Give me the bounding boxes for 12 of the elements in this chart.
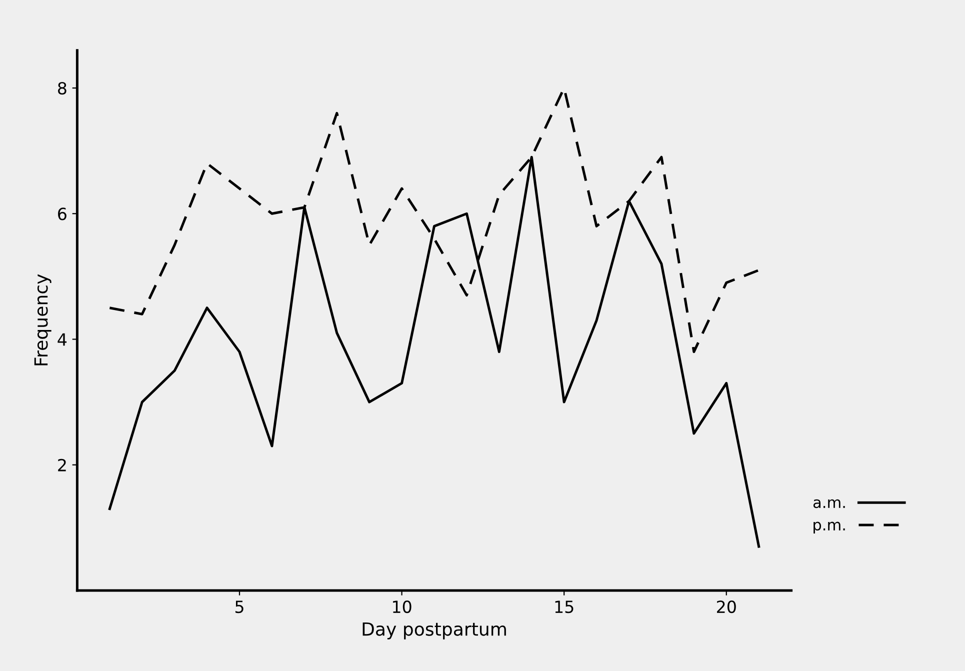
y-tick-label: 4	[58, 333, 67, 346]
legend-label: p.m.	[814, 522, 845, 534]
x-tick-label: 15	[555, 600, 574, 614]
y-axis-title: Frequency	[34, 274, 52, 366]
y-tick-label: 2	[58, 458, 66, 472]
y-tick-label: 8	[58, 82, 66, 95]
x-axis-title: Day postpartum	[362, 622, 506, 640]
x-tick-label: 20	[717, 600, 736, 614]
y-tick-label: 6	[58, 208, 66, 220]
legend-label: a.m.	[813, 499, 845, 508]
x-tick-label: 10	[393, 600, 412, 614]
x-tick-label: 5	[235, 600, 244, 614]
